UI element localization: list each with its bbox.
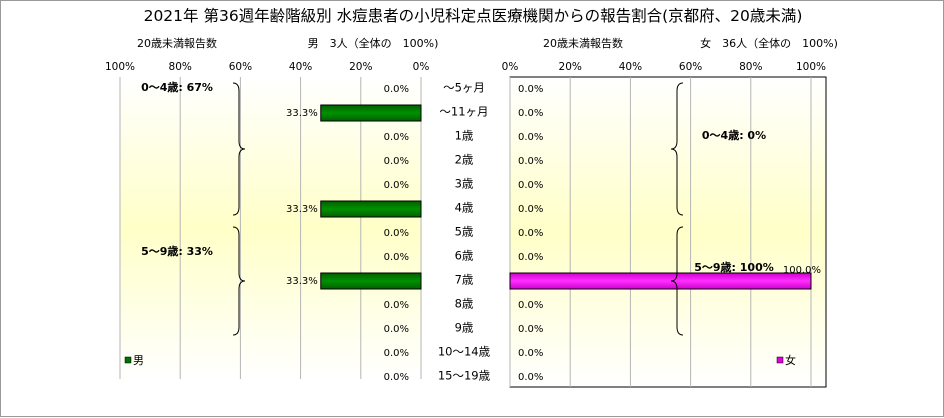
data-label: 33.3%: [286, 108, 318, 119]
data-label: 0.0%: [518, 132, 543, 143]
category-label: 9歳: [455, 321, 474, 335]
left-plot-area: [120, 77, 421, 379]
right-plot-area: [509, 76, 827, 388]
data-label: 0.0%: [384, 300, 409, 311]
category-label: 8歳: [455, 297, 474, 311]
legend-swatch: [124, 356, 132, 364]
x-tick-label: 40%: [289, 61, 312, 73]
category-label: 1歳: [455, 129, 474, 143]
x-tick-label: 20%: [559, 61, 582, 73]
x-tick-label: 100%: [796, 61, 826, 73]
group-brace: [232, 226, 246, 336]
category-label: 4歳: [455, 201, 474, 215]
data-label: 0.0%: [518, 348, 543, 359]
data-label: 0.0%: [518, 204, 543, 215]
category-label: 15～19歳: [438, 369, 491, 383]
data-label: 100.0%: [783, 265, 821, 276]
category-label: 10～14歳: [438, 345, 491, 359]
data-label: 0.0%: [384, 84, 409, 95]
group-brace: [670, 226, 684, 336]
data-label: 0.0%: [518, 180, 543, 191]
axis-caption: 20歳未満報告数: [137, 37, 217, 50]
x-tick-label: 0%: [502, 61, 519, 73]
data-label: 0.0%: [518, 252, 543, 263]
legend-label: 女: [785, 353, 796, 367]
group-brace: [670, 82, 684, 216]
group-label: 5～9歳: 100%: [694, 260, 774, 274]
category-label: 3歳: [455, 177, 474, 191]
data-label: 0.0%: [384, 372, 409, 383]
category-label: ～11ヶ月: [439, 105, 488, 119]
x-tick-label: 60%: [229, 61, 252, 73]
data-label: 0.0%: [518, 84, 543, 95]
group-label: 0～4歳: 0%: [702, 128, 766, 142]
x-tick-label: 80%: [739, 61, 762, 73]
x-tick-label: 100%: [105, 61, 135, 73]
data-label: 0.0%: [384, 324, 409, 335]
data-label: 33.3%: [286, 276, 318, 287]
data-label: 0.0%: [384, 180, 409, 191]
category-label: 7歳: [455, 273, 474, 287]
data-label: 33.3%: [286, 204, 318, 215]
x-tick-label: 40%: [619, 61, 642, 73]
data-label: 0.0%: [518, 156, 543, 167]
data-label: 0.0%: [384, 252, 409, 263]
category-label: 2歳: [455, 153, 474, 167]
group-brace: [232, 82, 246, 216]
data-label: 0.0%: [384, 132, 409, 143]
data-label: 0.0%: [518, 372, 543, 383]
category-label: 5歳: [455, 225, 474, 239]
panel-header: 男 3人（全体の 100%): [308, 36, 439, 50]
axis-caption: 20歳未満報告数: [543, 37, 623, 50]
bar: [509, 272, 812, 290]
bar: [320, 200, 422, 218]
left-panel: 0% 20% 40% 60% 80% 100%20歳未満報告数 男 3人（全体の 100%)…: [105, 36, 438, 383]
group-label: 5～9歳: 33%: [141, 244, 213, 258]
x-tick-label: 20%: [349, 61, 372, 73]
category-label: ～5ヶ月: [443, 81, 485, 95]
category-label: 6歳: [455, 249, 474, 263]
data-label: 0.0%: [518, 300, 543, 311]
bar: [320, 104, 422, 122]
legend-label: 男: [133, 354, 144, 367]
bar: [320, 272, 422, 290]
chart-title: 2021年 第36週年齢階級別 水痘患者の小児科定点医療機関からの報告割合(京都…: [144, 7, 803, 25]
x-tick-label: 80%: [169, 61, 192, 73]
group-label: 0～4歳: 67%: [141, 80, 213, 94]
panel-header: 女 36人（全体の 100%): [700, 36, 838, 50]
data-label: 0.0%: [518, 228, 543, 239]
data-label: 0.0%: [518, 108, 543, 119]
x-tick-label: 60%: [679, 61, 702, 73]
right-panel: 0% 20% 40% 60% 80% 100% 20歳未満報告数 女 36人（全体の 100%…: [502, 36, 838, 388]
data-label: 0.0%: [518, 324, 543, 335]
x-tick-label: 0%: [413, 61, 430, 73]
data-label: 0.0%: [384, 156, 409, 167]
data-label: 0.0%: [384, 348, 409, 359]
legend-swatch: [776, 356, 784, 364]
data-label: 0.0%: [384, 228, 409, 239]
